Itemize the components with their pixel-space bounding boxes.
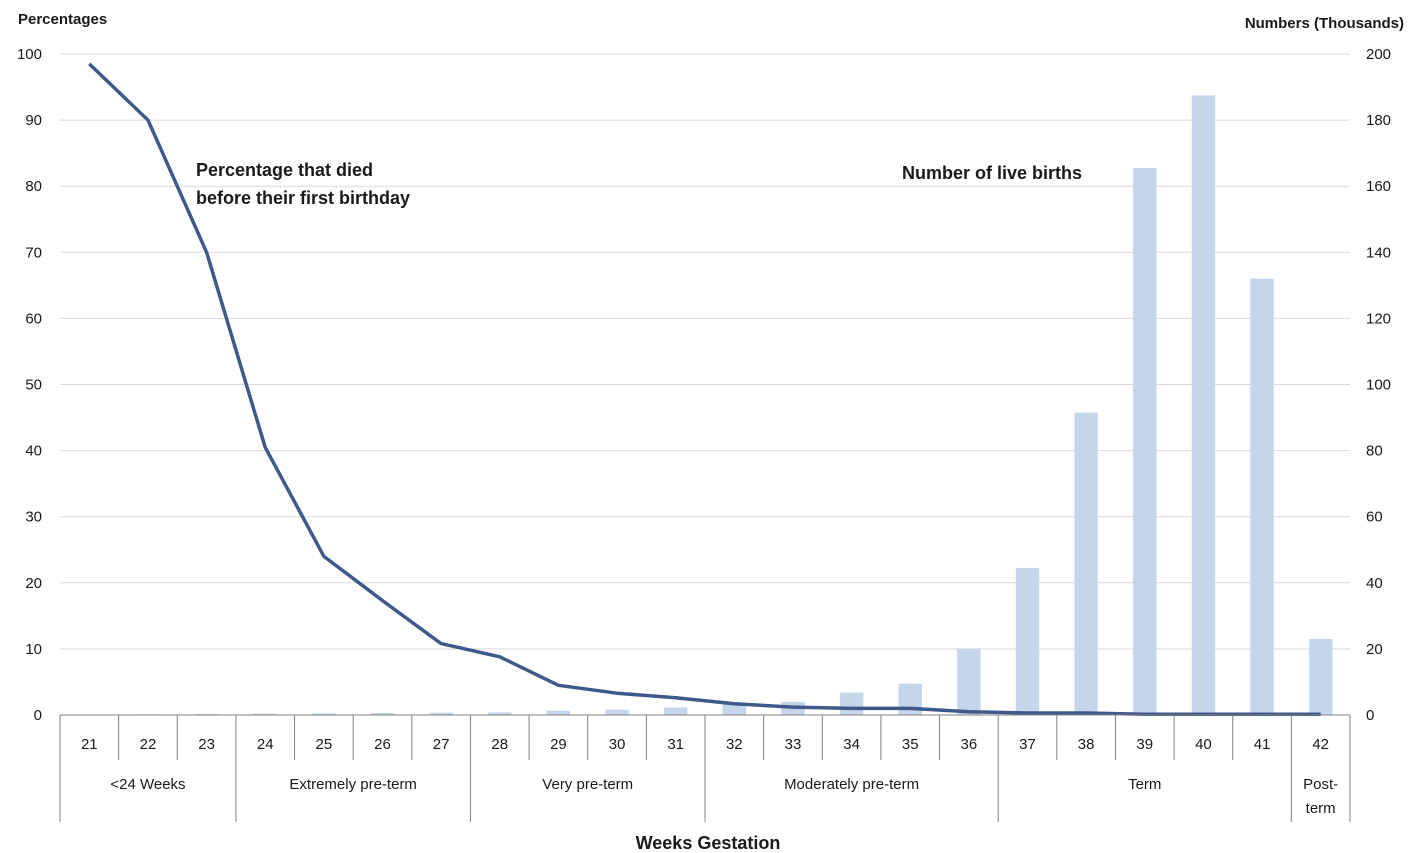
category-label: 28 (491, 736, 508, 753)
left-axis-title: Percentages (18, 11, 107, 28)
bar (839, 692, 864, 715)
category-label: 29 (550, 736, 567, 753)
left-tick-label: 30 (25, 509, 42, 526)
left-tick-label: 0 (34, 707, 42, 724)
right-tick-label: 0 (1366, 707, 1374, 724)
mortality-line (88, 62, 1321, 717)
category-label: 36 (961, 736, 978, 753)
bar (1074, 412, 1098, 715)
right-tick-label: 60 (1366, 509, 1383, 526)
category-label: 34 (843, 736, 860, 753)
line-annotation-2: before their first birthday (196, 188, 410, 208)
bar (1191, 95, 1216, 715)
bar (429, 712, 453, 715)
mortality-series-line (88, 62, 1321, 717)
bar (546, 710, 571, 715)
group-label: Term (1128, 776, 1161, 793)
group-label: Very pre-term (542, 776, 633, 793)
bar (1308, 638, 1333, 715)
x-axis-title: Weeks Gestation (636, 833, 781, 853)
group-label: <24 Weeks (110, 776, 185, 793)
left-tick-label: 20 (25, 575, 42, 592)
bar (253, 713, 277, 715)
group-label: Post- (1303, 776, 1338, 793)
category-label: 27 (433, 736, 450, 753)
line-annotation-1: Percentage that died (196, 160, 373, 180)
category-label: 41 (1254, 736, 1271, 753)
right-tick-label: 20 (1366, 641, 1383, 658)
left-tick-label: 40 (25, 443, 42, 460)
left-tick-label: 60 (25, 310, 42, 327)
category-label: 40 (1195, 736, 1212, 753)
bar (957, 648, 981, 715)
right-tick-label: 140 (1366, 244, 1391, 261)
bar (1133, 168, 1157, 715)
category-label: 35 (902, 736, 919, 753)
right-axis-ticks: 0 20 40 60 80 100 120 140 160 180 200 (1366, 46, 1391, 724)
category-label: 24 (257, 736, 274, 753)
right-tick-label: 100 (1366, 377, 1391, 394)
right-tick-label: 160 (1366, 178, 1391, 195)
left-tick-label: 100 (17, 46, 42, 63)
category-label: 38 (1078, 736, 1095, 753)
bar (488, 712, 512, 715)
right-tick-label: 40 (1366, 575, 1383, 592)
bar (1015, 567, 1040, 715)
right-tick-label: 200 (1366, 46, 1391, 63)
live-births-bars (77, 95, 1333, 715)
bar (312, 713, 336, 715)
category-label: 32 (726, 736, 743, 753)
bar (663, 707, 688, 715)
category-label: 25 (316, 736, 333, 753)
gridlines (60, 53, 1350, 650)
category-label: 31 (667, 736, 684, 753)
left-tick-label: 80 (25, 178, 42, 195)
category-label: 21 (81, 736, 98, 753)
group-label: Moderately pre-term (784, 776, 919, 793)
bar (605, 709, 629, 715)
left-tick-label: 90 (25, 112, 42, 129)
bar (722, 703, 747, 715)
category-label: 39 (1136, 736, 1153, 753)
group-label: term (1306, 800, 1336, 817)
category-label: 33 (785, 736, 802, 753)
group-label: Extremely pre-term (289, 776, 417, 793)
right-tick-label: 80 (1366, 443, 1383, 460)
left-tick-label: 50 (25, 377, 42, 394)
x-axis: 21 22 23 24 25 26 27 28 29 30 31 32 33 34 35 36 37 38 39 40… (59, 714, 1351, 822)
bar-annotation: Number of live births (902, 163, 1082, 183)
category-label: 22 (140, 736, 157, 753)
bar (1250, 278, 1274, 715)
right-axis-title: Numbers (Thousands) (1245, 15, 1404, 32)
left-axis-ticks: 0 10 20 30 40 50 60 70 80 90 100 (17, 46, 42, 724)
bar (370, 713, 395, 715)
category-label: 37 (1019, 736, 1036, 753)
left-tick-label: 10 (25, 641, 42, 658)
category-label: 23 (198, 736, 215, 753)
right-tick-label: 180 (1366, 112, 1391, 129)
category-label: 42 (1312, 736, 1329, 753)
category-label: 26 (374, 736, 391, 753)
right-tick-label: 120 (1366, 310, 1391, 327)
left-tick-label: 70 (25, 244, 42, 261)
category-label: 30 (609, 736, 626, 753)
